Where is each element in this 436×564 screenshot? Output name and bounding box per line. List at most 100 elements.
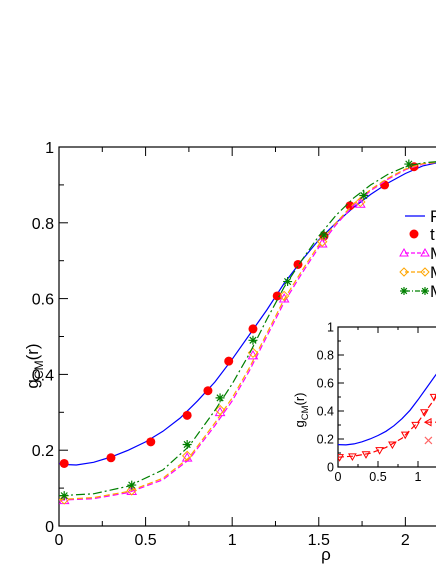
- inset-series-1-point: [375, 447, 384, 455]
- legend-entry-2: M: [399, 244, 436, 263]
- inset-series-1-point: [388, 441, 397, 450]
- main-series-3-point: [278, 290, 290, 302]
- main-series-1-point: [224, 356, 234, 366]
- inset-series-1-point: [400, 431, 410, 440]
- main-series-4-point: [182, 440, 192, 450]
- y-axis-label: gCM(r): [23, 343, 46, 388]
- x-tick-label: 1.5: [308, 532, 330, 549]
- main-series-4-point: [359, 191, 369, 201]
- legend-entry-1: t: [409, 225, 435, 244]
- legend-swatch-marker-3: [420, 267, 430, 277]
- y-tick-label: 0: [45, 519, 54, 536]
- inset-series-3: [424, 436, 433, 445]
- inset-y-tick-label: 0.2: [317, 433, 334, 447]
- x-tick-label: 0: [55, 532, 64, 549]
- legend-swatch-marker-4: [400, 287, 408, 295]
- inset-y-tick-label: 0: [327, 461, 334, 475]
- svg-text:gCM(r): gCM(r): [292, 392, 311, 427]
- main-series-1-point: [59, 458, 69, 468]
- main-series-1-point: [345, 201, 355, 211]
- legend-entry-4: M: [400, 282, 436, 301]
- inset-series-0: [338, 373, 436, 446]
- inset-series-1-point: [420, 409, 429, 417]
- main-series-1-point: [248, 324, 258, 334]
- main-series-3-point: [181, 450, 193, 462]
- inset-series-2-point: [423, 417, 432, 427]
- inset-x-tick-label: 1: [415, 470, 422, 484]
- main-series-4-point: [283, 277, 293, 287]
- inset-y-tick-label: 0.4: [317, 405, 334, 419]
- inset-y-axis-label: gCM(r): [292, 392, 311, 427]
- legend-entry-3: M: [399, 263, 436, 282]
- main-series-1-point: [182, 410, 192, 420]
- legend-swatch-marker-4: [421, 287, 429, 295]
- x-tick-label: 2: [401, 532, 410, 549]
- main-series-3-line: [59, 161, 436, 501]
- y-axis-label-sub: CM: [32, 360, 46, 379]
- main-series-1: [59, 162, 419, 468]
- inset-series-1-point: [361, 451, 371, 459]
- main-series-4-point: [215, 393, 225, 403]
- y-tick-label: 0.6: [32, 292, 54, 309]
- main-series-1-point: [106, 453, 116, 463]
- legend-entry-0: F: [405, 207, 436, 226]
- main-axes: 0 0.5 1 1.5 2 0 0.2 0.4 0.6 0.8 1: [32, 140, 436, 549]
- inset-series-2: [423, 417, 436, 427]
- main-series-4-point: [127, 480, 137, 490]
- main-series-3-point: [247, 347, 259, 359]
- main-series-1-point: [272, 291, 282, 301]
- main-series-3-point: [317, 236, 328, 247]
- y-axis-label-main: g: [23, 379, 42, 388]
- inset-series-1-point: [411, 421, 420, 430]
- x-tick-label: 0.5: [134, 532, 156, 549]
- inset-y-tick-label: 0.8: [317, 349, 334, 363]
- legend-swatch-marker-2: [420, 247, 430, 257]
- inset-y-axis-label-sub: CM: [300, 405, 311, 420]
- legend: FtMMM: [399, 207, 436, 301]
- legend-label-4: M: [430, 282, 436, 301]
- main-series-4-point: [248, 335, 258, 345]
- inset-series-0-line: [338, 373, 436, 446]
- main-series-3-point: [126, 485, 137, 496]
- main-series-4-point: [319, 230, 329, 240]
- x-tick-label: 1: [228, 532, 237, 549]
- svg-text:gCM(r): gCM(r): [23, 343, 46, 388]
- legend-swatch-marker-2: [399, 247, 409, 257]
- main-series-4-line: [59, 161, 436, 497]
- y-tick-label: 0.4: [32, 367, 54, 384]
- inset-x-tick-label: 0: [335, 470, 342, 484]
- inset-series-1-line: [338, 393, 436, 458]
- legend-swatch-marker-1: [409, 229, 419, 239]
- inset-y-tick-label: 1: [327, 321, 334, 335]
- inset-x-tick-label: 0.5: [369, 470, 386, 484]
- main-series: [59, 159, 436, 505]
- inset-series-3-point: [424, 436, 433, 445]
- main-series-4-point: [404, 159, 414, 169]
- legend-label-2: M: [430, 244, 436, 263]
- main-series-3-point: [214, 404, 226, 416]
- main-series-4: [59, 159, 436, 501]
- main-series-4-point: [59, 491, 69, 501]
- legend-swatch-marker-3: [399, 267, 409, 277]
- legend-label-0: F: [430, 207, 436, 226]
- y-tick-label: 0.8: [32, 216, 54, 233]
- inset-y-tick-label: 0.6: [317, 377, 334, 391]
- main-series-2-point: [354, 198, 366, 208]
- y-tick-label: 1: [45, 140, 54, 157]
- legend-label-1: t: [430, 225, 435, 244]
- inset-series-1: [338, 393, 436, 462]
- main-series-1-point: [203, 386, 213, 396]
- main-series-3-point: [355, 196, 366, 208]
- inset-chart: 0 0.5 1 0 0.2 0.4 0.6 0.8 1: [317, 321, 436, 484]
- y-tick-label: 0.2: [32, 443, 54, 460]
- inset-frame: [337, 326, 436, 468]
- inset-y-axis-label-suffix: (r): [292, 392, 307, 405]
- y-axis-label-suffix: (r): [23, 343, 42, 360]
- legend-label-3: M: [430, 263, 436, 282]
- x-axis-label: ρ: [321, 545, 331, 564]
- inset-series-1-point: [348, 453, 357, 462]
- inset-series-1-point: [338, 454, 344, 462]
- main-series-1-point: [146, 437, 156, 447]
- inset-y-axis-label-main: g: [292, 420, 307, 427]
